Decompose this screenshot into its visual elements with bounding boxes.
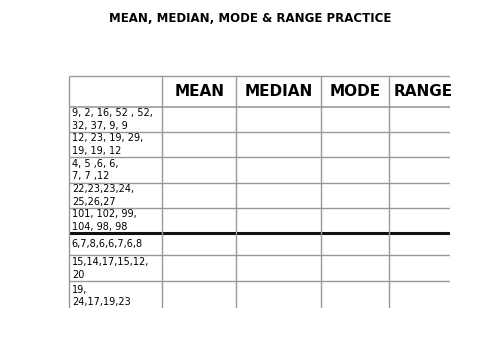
- Text: 101, 102, 99,
104, 98, 98: 101, 102, 99, 104, 98, 98: [72, 209, 136, 232]
- Text: 4, 5 ,6, 6,
7, 7 ,12: 4, 5 ,6, 6, 7, 7 ,12: [72, 159, 118, 181]
- Text: MEDIAN: MEDIAN: [244, 84, 313, 99]
- Text: MEAN: MEAN: [174, 84, 224, 99]
- Text: MODE: MODE: [330, 84, 381, 99]
- Text: RANGE: RANGE: [394, 84, 452, 99]
- Text: 19,
24,17,19,23: 19, 24,17,19,23: [72, 285, 130, 308]
- Text: 9, 2, 16, 52 , 52,
32, 37, 9, 9: 9, 2, 16, 52 , 52, 32, 37, 9, 9: [72, 108, 152, 131]
- Text: 15,14,17,15,12,
20: 15,14,17,15,12, 20: [72, 257, 149, 280]
- Text: 22,23,23,24,
25,26,27: 22,23,23,24, 25,26,27: [72, 184, 134, 207]
- Text: MEAN, MEDIAN, MODE & RANGE PRACTICE: MEAN, MEDIAN, MODE & RANGE PRACTICE: [109, 12, 391, 25]
- Text: 6,7,8,6,6,7,6,8: 6,7,8,6,6,7,6,8: [72, 239, 143, 249]
- Text: 12, 23, 19, 29,
19, 19, 12: 12, 23, 19, 29, 19, 19, 12: [72, 133, 143, 156]
